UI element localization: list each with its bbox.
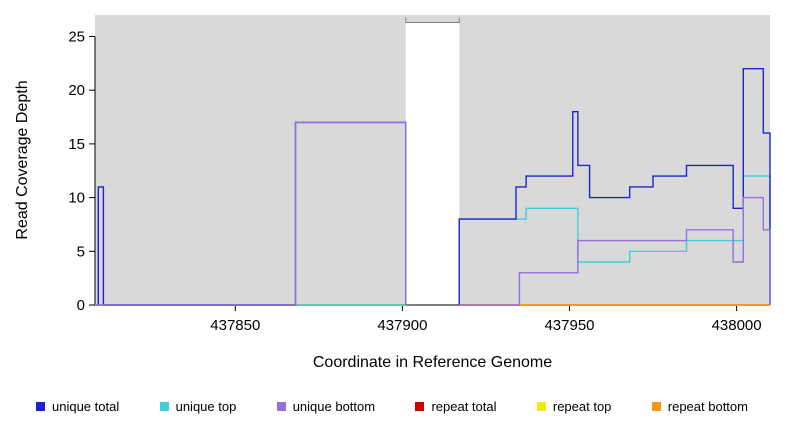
series-line — [459, 196, 771, 306]
y-tick-label: 25 — [68, 29, 85, 46]
legend-swatch-icon — [159, 402, 169, 411]
legend-item-unique-bottom: unique bottom — [276, 399, 376, 414]
series-line — [97, 186, 105, 305]
legend-label: unique bottom — [292, 399, 376, 414]
legend-swatch-icon — [651, 402, 661, 411]
legend-label: unique top — [175, 399, 237, 414]
legend-swatch-icon — [36, 402, 45, 411]
coverage-chart: 437850 437900 437950 438000 0 5 10 15 20 25 Coordi… — [14, 15, 771, 371]
series-line — [458, 68, 771, 305]
y-axis-title: Read Coverage Depth — [14, 80, 31, 239]
legend-label: repeat bottom — [667, 399, 748, 414]
x-tick-label: 437900 — [377, 317, 427, 334]
legend-item-repeat-top: repeat top — [536, 399, 612, 414]
legend-label: repeat top — [552, 399, 612, 414]
y-tick-label: 5 — [77, 243, 85, 260]
y-tick-label: 10 — [68, 190, 85, 207]
legend-item-unique-top: unique top — [159, 399, 237, 414]
legend-item-repeat-bottom: repeat bottom — [651, 399, 748, 414]
x-tick-label: 437850 — [210, 317, 260, 334]
y-tick-label: 15 — [68, 136, 85, 153]
legend-label: repeat total — [431, 399, 497, 414]
gap-top-border — [405, 17, 460, 23]
legend-swatch-icon — [415, 402, 425, 411]
y-tick-label: 0 — [77, 297, 85, 314]
chart-legend: unique total unique top unique bottom repea… — [0, 399, 792, 414]
series-unique-bottom — [95, 121, 771, 306]
legend-swatch-icon — [276, 402, 286, 411]
legend-item-unique-total: unique total — [36, 399, 119, 414]
x-tick-label: 437950 — [544, 317, 594, 334]
legend-swatch-icon — [536, 402, 546, 411]
x-axis-title: Coordinate in Reference Genome — [313, 354, 552, 371]
y-tick-label: 20 — [68, 82, 85, 99]
axes: 437850 437900 437950 438000 0 5 10 15 20 25 Coordi… — [14, 29, 770, 371]
legend-item-repeat-total: repeat total — [415, 399, 497, 414]
coverage-gap-region — [405, 22, 460, 305]
legend-label: unique total — [52, 399, 120, 414]
x-tick-label: 438000 — [712, 317, 762, 334]
series-line — [95, 121, 407, 306]
